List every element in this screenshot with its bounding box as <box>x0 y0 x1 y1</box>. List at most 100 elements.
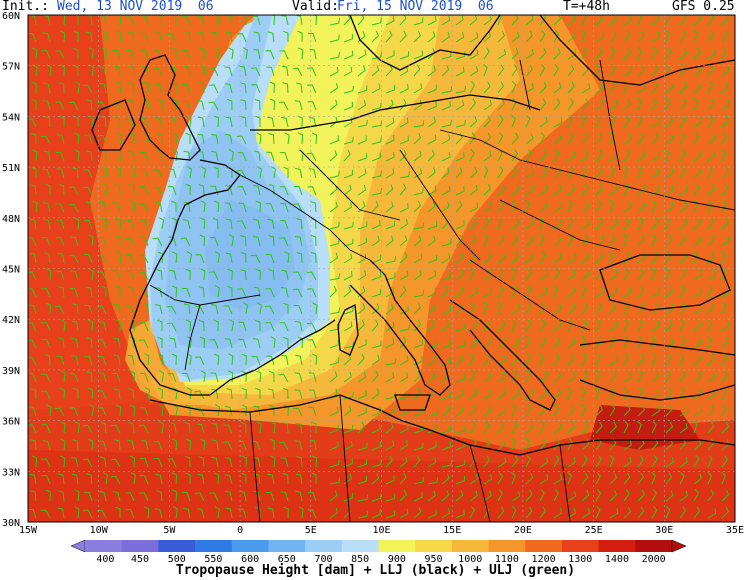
wind-barb <box>497 457 507 468</box>
wind-barb <box>154 287 163 298</box>
wind-barb <box>312 15 318 26</box>
wind-barb <box>581 421 589 434</box>
wind-barb <box>329 441 339 451</box>
wind-barb <box>469 98 477 111</box>
colorbar-swatch <box>268 540 306 552</box>
wind-barb <box>553 29 560 43</box>
wind-barb <box>239 490 247 502</box>
wind-barb <box>623 133 632 145</box>
wind-barb <box>427 65 436 77</box>
wind-barb <box>441 151 451 162</box>
wind-barb <box>241 404 248 417</box>
wind-barb <box>156 133 163 145</box>
wind-barb <box>679 184 689 196</box>
wind-barb <box>539 270 549 281</box>
wind-barb <box>693 320 702 332</box>
wind-barb <box>357 319 365 332</box>
wind-barb <box>267 507 275 519</box>
wind-barb <box>707 81 714 94</box>
wind-barb <box>99 201 107 213</box>
wind-barb <box>74 489 80 502</box>
wind-barb <box>169 116 177 128</box>
wind-barb <box>609 386 616 400</box>
wind-barb <box>73 132 80 145</box>
wind-barb <box>525 319 532 332</box>
wind-barb <box>427 441 437 451</box>
wind-barb <box>74 421 80 434</box>
wind-barb <box>172 506 178 519</box>
wind-barbs <box>28 15 731 519</box>
wind-barb <box>455 252 464 264</box>
wind-barb <box>693 439 702 451</box>
wind-barb <box>343 184 352 196</box>
wind-barb <box>399 252 408 264</box>
wind-barb <box>343 221 354 230</box>
wind-barb <box>399 440 409 451</box>
wind-barb <box>56 168 65 179</box>
wind-barb <box>525 437 531 451</box>
wind-barb <box>399 270 409 281</box>
wind-barb <box>623 30 631 43</box>
wind-barb <box>55 101 65 111</box>
wind-barb <box>112 491 121 502</box>
wind-barb <box>98 491 107 502</box>
wind-barb <box>213 353 220 366</box>
wind-barb <box>609 490 618 502</box>
wind-barb <box>707 302 715 315</box>
wind-barb <box>158 421 165 434</box>
wind-barb <box>623 286 632 298</box>
wind-barb <box>308 372 317 383</box>
wind-barb <box>307 67 317 77</box>
wind-barb <box>665 456 674 468</box>
wind-barb <box>637 268 645 281</box>
wind-barb <box>497 320 506 332</box>
wind-barb <box>637 335 643 349</box>
wind-barb <box>455 66 465 77</box>
lat-label: 39N <box>2 366 20 377</box>
wind-barb <box>399 392 410 400</box>
wind-barb <box>102 472 108 485</box>
wind-barb <box>441 238 452 247</box>
wind-barb <box>385 455 393 468</box>
wind-barb <box>511 303 521 315</box>
wind-barb <box>59 115 65 127</box>
wind-barb <box>581 455 588 468</box>
wind-barb <box>679 490 688 502</box>
wind-barb <box>128 183 135 196</box>
wind-barb <box>483 252 492 264</box>
wind-barb <box>329 201 338 213</box>
wind-barb <box>112 270 121 281</box>
wind-barb <box>238 202 247 213</box>
wind-barb <box>511 218 520 230</box>
wind-barb <box>343 50 353 60</box>
wind-barb <box>511 471 516 485</box>
wind-barb <box>553 388 562 400</box>
wind-barb <box>130 319 136 332</box>
wind-barb <box>665 148 670 162</box>
wind-barb <box>455 389 465 400</box>
wind-barb <box>595 63 601 77</box>
wind-barb <box>169 337 177 349</box>
wind-barb <box>651 151 661 162</box>
wind-barb <box>45 183 51 195</box>
wind-barb <box>172 132 178 145</box>
wind-barb <box>469 370 476 383</box>
wind-barb <box>184 455 191 468</box>
wind-barb <box>567 31 576 43</box>
wind-barb <box>265 254 275 264</box>
wind-barb <box>693 235 702 247</box>
wind-barb <box>525 404 532 417</box>
lon-label: 25E <box>585 525 603 536</box>
wind-barb <box>357 270 367 281</box>
wind-barb <box>399 472 407 485</box>
wind-barb <box>721 506 729 519</box>
wind-barb <box>168 168 177 179</box>
wind-barb <box>82 84 93 94</box>
wind-barb <box>693 304 703 315</box>
wind-barb <box>157 336 163 349</box>
wind-barb <box>483 47 490 60</box>
wind-barb <box>693 406 703 417</box>
wind-barb <box>497 338 507 349</box>
wind-barb <box>651 405 660 417</box>
wind-barb <box>54 305 65 315</box>
